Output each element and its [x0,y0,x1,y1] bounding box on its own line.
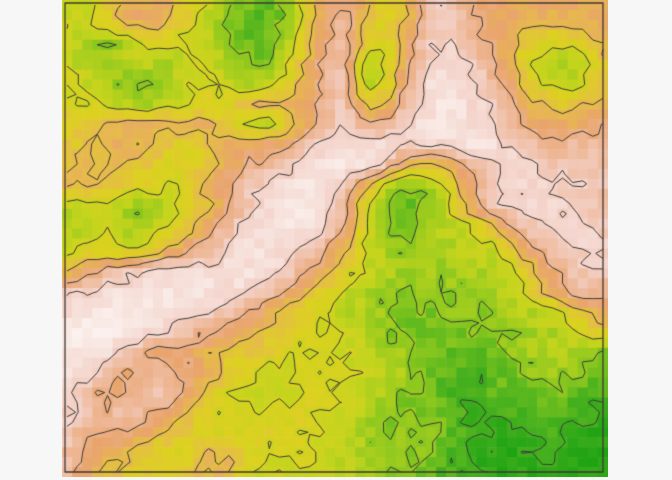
contour-plot-canvas [62,0,608,477]
